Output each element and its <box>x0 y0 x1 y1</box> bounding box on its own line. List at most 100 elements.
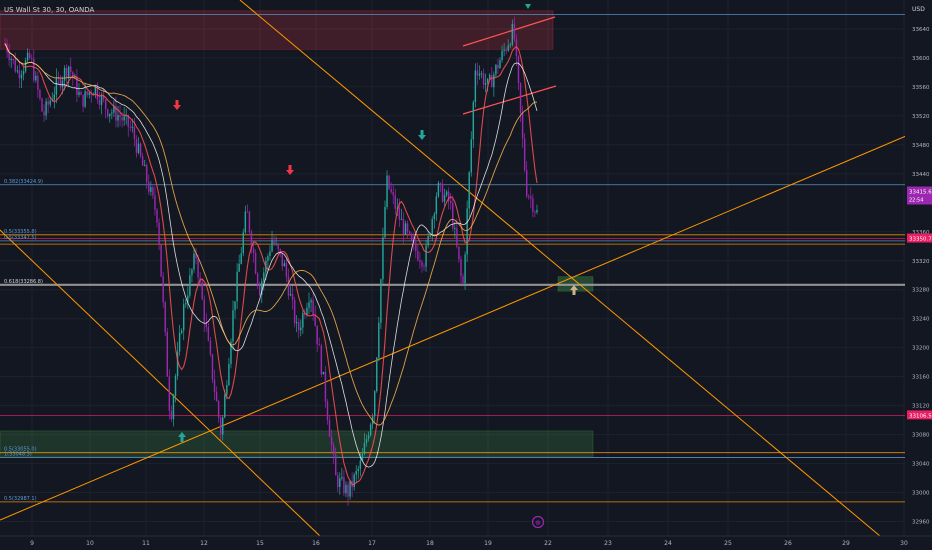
candle-body <box>248 211 251 233</box>
candle-body <box>501 50 503 61</box>
time-tick-12: 25 <box>724 540 732 547</box>
candle-body <box>70 66 72 73</box>
candle-body <box>78 91 80 95</box>
ma-mid <box>4 43 538 468</box>
candle-body <box>462 276 464 284</box>
price-tick-4: 33480 <box>912 143 930 149</box>
candle-body <box>314 314 316 326</box>
candle-body <box>152 187 154 196</box>
candle-body <box>486 78 489 84</box>
candle-body <box>86 91 88 95</box>
candle-body <box>482 73 485 85</box>
candle-body <box>129 126 132 128</box>
price-tick-7: 33320 <box>912 259 930 265</box>
price-scale[interactable]: USD 336403360033560335203348033440333603… <box>905 0 932 536</box>
candle-body <box>37 75 39 91</box>
candle-body <box>431 219 433 236</box>
time-tick-1: 10 <box>86 540 94 547</box>
candle-body <box>150 187 152 192</box>
time-tick-15: 30 <box>900 540 908 547</box>
candle-body <box>254 253 257 274</box>
candle-body <box>460 259 462 277</box>
candle-body <box>392 192 394 196</box>
candle-body <box>238 263 240 272</box>
candle-body <box>166 332 168 377</box>
candle-body <box>59 78 62 88</box>
candle-body <box>408 231 411 234</box>
time-tick-5: 16 <box>312 540 320 547</box>
candle-body <box>160 245 162 277</box>
candle-body <box>532 198 534 212</box>
candle-body <box>423 266 425 268</box>
candle-body <box>470 139 472 173</box>
price-badge-0 <box>907 186 932 205</box>
signal-arrow-top <box>525 4 531 9</box>
candle-body <box>489 75 491 79</box>
candle-body <box>491 75 493 88</box>
candle-body <box>131 126 134 128</box>
candle-body <box>289 294 292 296</box>
event-marker[interactable]: ⊕ <box>531 515 545 529</box>
candle-body <box>187 295 189 303</box>
candle-body <box>12 59 14 61</box>
candle-body <box>421 261 423 267</box>
candle-body <box>445 191 448 196</box>
candle-body <box>230 341 232 364</box>
candle-body <box>65 67 68 78</box>
price-badge-label-2: 33106.5 <box>909 413 932 419</box>
candle-body <box>84 91 86 107</box>
candle-body <box>536 209 538 213</box>
candle-body <box>318 344 320 346</box>
candle-body <box>353 474 355 488</box>
candle-body <box>452 202 454 229</box>
candle-body <box>250 232 253 249</box>
candle-body <box>109 113 111 117</box>
time-axis[interactable]: 9 10 11 12 15 16 17 18 19 22 23 24 25 26 29 30 <box>0 535 932 547</box>
candle-body <box>310 300 312 303</box>
candle-body <box>285 263 288 277</box>
fib-labels: 0.382(33424.9) 0.5(33355.8)0.5(33347.5) 0.… <box>4 179 43 502</box>
candle-body <box>189 275 191 296</box>
candle-body <box>369 424 372 436</box>
candle-body <box>55 77 58 95</box>
candle-body <box>410 233 413 241</box>
candle-body <box>427 236 429 246</box>
time-tick-2: 11 <box>142 540 150 547</box>
candle-body <box>115 105 117 121</box>
candle-body <box>154 195 156 210</box>
time-tick-10: 23 <box>604 540 612 547</box>
price-tick-1: 33600 <box>912 56 930 62</box>
candle-body <box>472 102 475 140</box>
candle-body <box>534 211 536 213</box>
candle-body <box>312 300 314 315</box>
time-tick-6: 17 <box>368 540 376 547</box>
candle-body <box>390 188 392 193</box>
candle-body <box>178 332 181 352</box>
candle-body <box>72 72 74 78</box>
candle-body <box>119 115 121 118</box>
candle-body <box>14 59 17 72</box>
candle-body <box>8 52 10 61</box>
trend-line-4 <box>462 85 557 115</box>
candle-body <box>429 235 431 237</box>
candle-body <box>417 251 419 261</box>
price-scale-bg <box>905 0 932 536</box>
trend-lines <box>0 0 932 537</box>
candle-body <box>343 477 345 494</box>
candle-body <box>176 351 179 376</box>
price-tick-2: 33560 <box>912 85 930 91</box>
candle-body <box>22 71 25 75</box>
candle-body <box>298 322 300 331</box>
candle-body <box>341 477 343 479</box>
candle-body <box>378 322 380 358</box>
candle-body <box>443 195 446 202</box>
price-tick-12: 33120 <box>912 404 930 410</box>
candle-body <box>41 98 43 112</box>
candle-body <box>302 313 304 328</box>
fib-label-6: 0.5(32987.1) <box>4 496 37 502</box>
candle-body <box>137 143 140 153</box>
candle-body <box>207 327 210 341</box>
trend-line-3 <box>462 16 556 47</box>
candle-body <box>468 172 470 209</box>
